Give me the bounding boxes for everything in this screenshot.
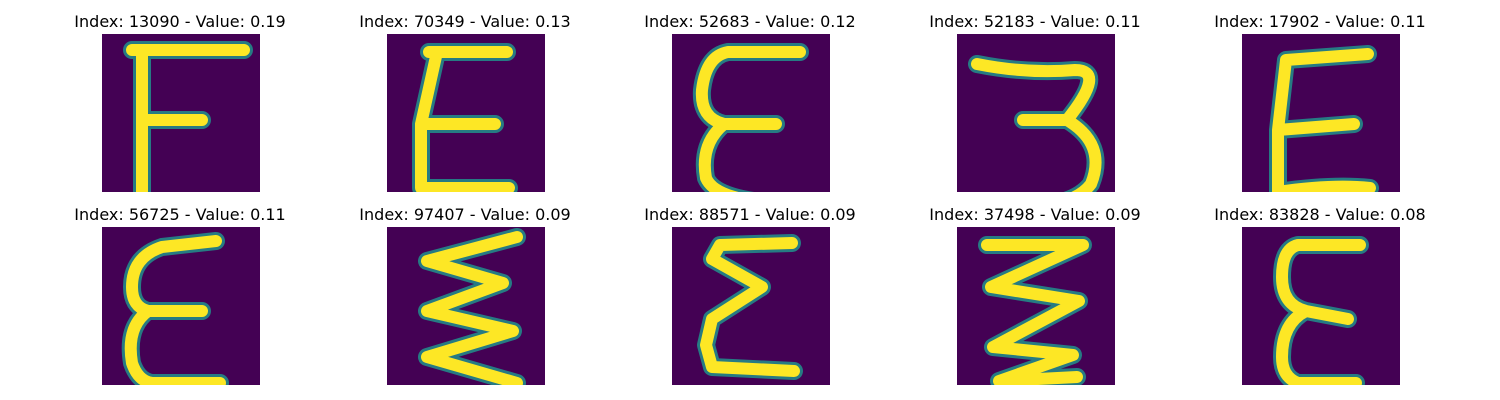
panel-title: Index: 52683 - Value: 0.12	[644, 12, 856, 31]
panel-7: Index: 97407 - Value: 0.09	[355, 205, 575, 385]
panel-title: Index: 88571 - Value: 0.09	[644, 205, 856, 224]
digit-image	[102, 34, 260, 192]
digit-image	[102, 227, 260, 385]
panel-title: Index: 83828 - Value: 0.08	[1214, 205, 1426, 224]
panel-6: Index: 56725 - Value: 0.11	[70, 205, 290, 385]
panel-10: Index: 83828 - Value: 0.08	[1210, 205, 1430, 385]
panel-title: Index: 37498 - Value: 0.09	[929, 205, 1141, 224]
digit-image	[387, 227, 545, 385]
panel-title: Index: 70349 - Value: 0.13	[359, 12, 571, 31]
panel-3: Index: 52683 - Value: 0.12	[640, 12, 860, 192]
panel-8: Index: 88571 - Value: 0.09	[640, 205, 860, 385]
panel-4: Index: 52183 - Value: 0.11	[925, 12, 1145, 192]
panel-9: Index: 37498 - Value: 0.09	[925, 205, 1145, 385]
panel-2: Index: 70349 - Value: 0.13	[355, 12, 575, 192]
panel-1: Index: 13090 - Value: 0.19	[70, 12, 290, 192]
digit-image	[672, 34, 830, 192]
digit-image	[672, 227, 830, 385]
digit-image	[1242, 34, 1400, 192]
panel-title: Index: 56725 - Value: 0.11	[74, 205, 286, 224]
panel-title: Index: 13090 - Value: 0.19	[74, 12, 286, 31]
panel-5: Index: 17902 - Value: 0.11	[1210, 12, 1430, 192]
digit-image	[957, 34, 1115, 192]
panel-title: Index: 97407 - Value: 0.09	[359, 205, 571, 224]
panel-title: Index: 17902 - Value: 0.11	[1214, 12, 1426, 31]
panel-title: Index: 52183 - Value: 0.11	[929, 12, 1141, 31]
digit-image	[387, 34, 545, 192]
digit-image	[1242, 227, 1400, 385]
digit-image	[957, 227, 1115, 385]
